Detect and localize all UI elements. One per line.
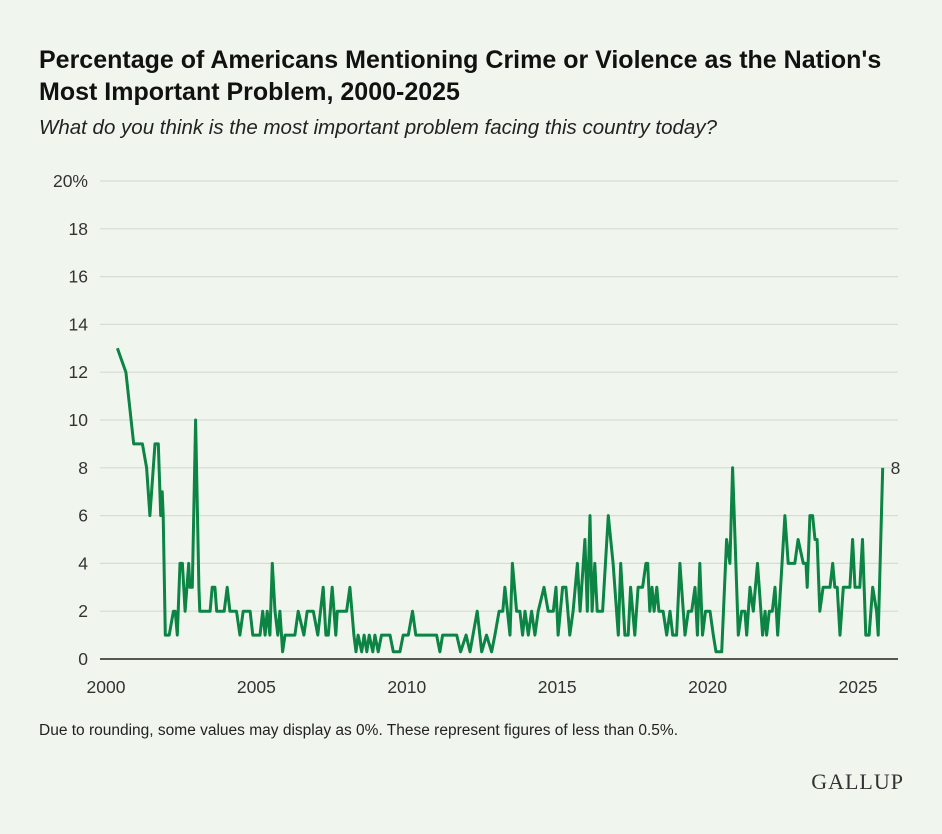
- y-axis-ticks: 0 2 4 6 8 10 12 14 16 18 20%: [53, 171, 88, 669]
- gridlines: [100, 180, 898, 612]
- y-tick-label: 2: [78, 601, 88, 621]
- series-line: [115, 347, 885, 654]
- y-tick-label: 18: [69, 219, 88, 239]
- end-value-label: 8: [891, 458, 901, 478]
- x-tick-label: 2010: [387, 677, 426, 697]
- y-tick-label: 4: [78, 553, 88, 573]
- y-tick-label: 12: [69, 362, 88, 382]
- data-points: [117, 348, 883, 652]
- x-axis-ticks: 2000 2005 2010 2015 2020 2025: [87, 677, 878, 697]
- x-tick-label: 2005: [237, 677, 276, 697]
- y-tick-label: 10: [69, 410, 89, 430]
- footnote: Due to rounding, some values may display…: [39, 722, 679, 739]
- x-tick-label: 2000: [87, 677, 126, 697]
- y-tick-label: 20%: [53, 171, 88, 191]
- y-tick-label: 14: [69, 314, 89, 334]
- x-tick-label: 2020: [688, 677, 727, 697]
- gallup-logo: GALLUP: [811, 769, 904, 794]
- chart-subtitle: What do you think is the most important …: [39, 116, 717, 139]
- x-tick-label: 2015: [538, 677, 577, 697]
- y-tick-label: 6: [78, 506, 88, 526]
- y-tick-label: 0: [78, 649, 88, 669]
- y-tick-label: 16: [69, 267, 88, 287]
- x-tick-label: 2025: [839, 677, 878, 697]
- y-tick-label: 8: [78, 458, 88, 478]
- chart-title: Percentage of Americans Mentioning Crime…: [39, 46, 882, 106]
